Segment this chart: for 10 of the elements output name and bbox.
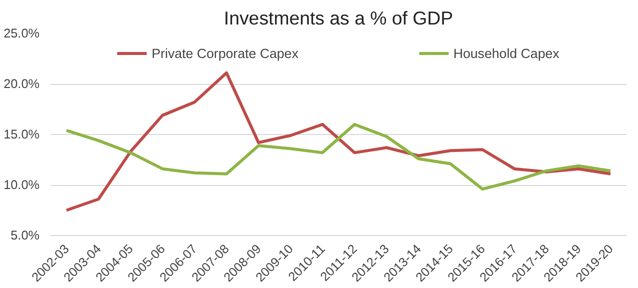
y-tick-label: 25.0%	[4, 26, 40, 40]
y-tick-label: 15.0%	[4, 128, 40, 142]
legend-label: Private Corporate Capex	[152, 46, 298, 60]
y-tick-label: 20.0%	[4, 77, 40, 91]
y-tick-label: 5.0%	[10, 228, 40, 242]
y-tick-label: 10.0%	[4, 178, 40, 192]
legend-label: Household Capex	[453, 46, 560, 60]
line-series	[65, 122, 612, 191]
line-series	[65, 71, 612, 212]
chart-title: Investments as a % of GDP	[224, 8, 454, 28]
